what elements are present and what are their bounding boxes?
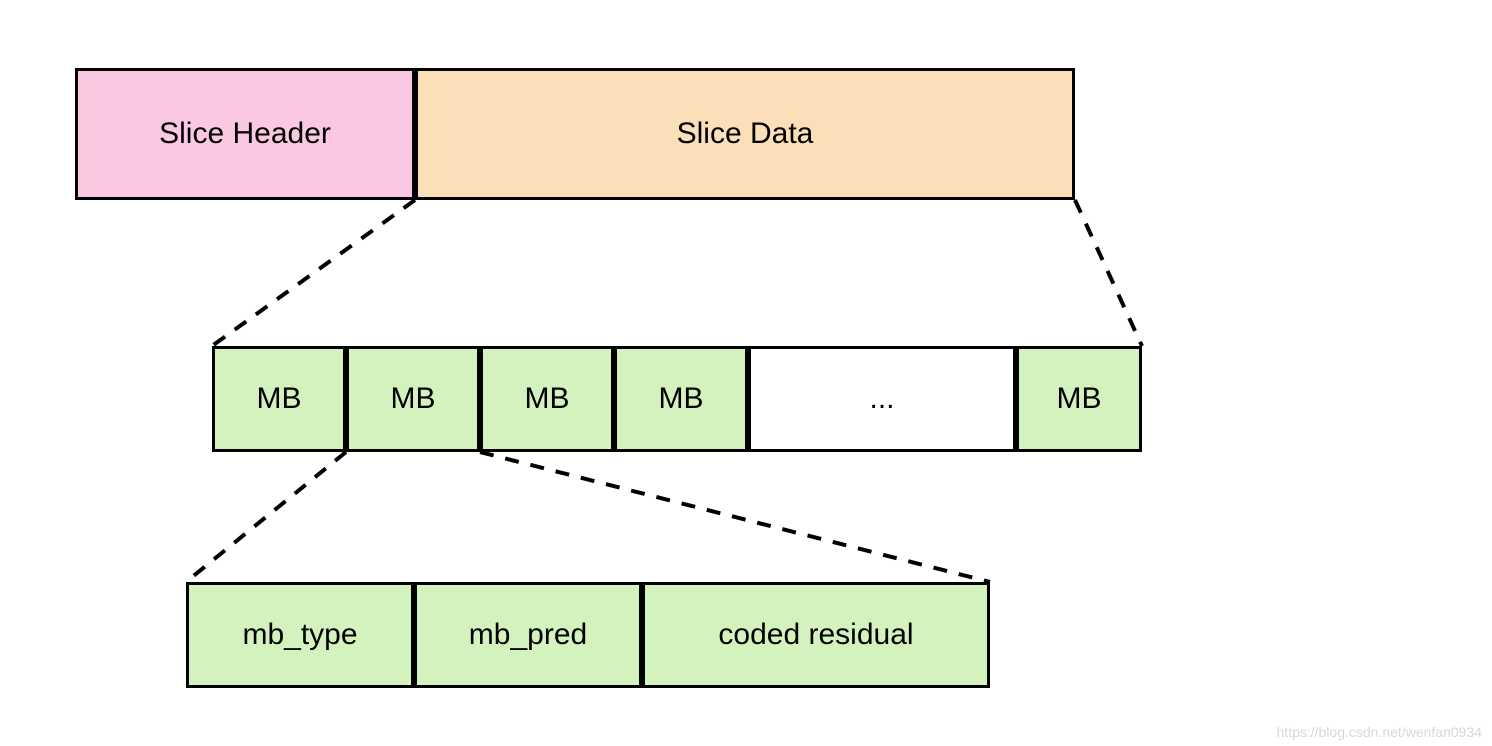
mb-box-4: MB xyxy=(614,346,748,452)
mb-label-4: MB xyxy=(659,382,704,416)
connector-line-1a xyxy=(212,200,415,346)
slice-data-label: Slice Data xyxy=(677,117,814,151)
connector-line-2a xyxy=(186,452,346,582)
mb-type-box: mb_type xyxy=(186,582,414,688)
mb-label-3: MB xyxy=(525,382,570,416)
mb-ellipsis-box: ... xyxy=(748,346,1016,452)
slice-data-box: Slice Data xyxy=(415,68,1075,200)
mb-ellipsis-label: ... xyxy=(869,382,894,416)
mb-box-2: MB xyxy=(346,346,480,452)
mb-type-label: mb_type xyxy=(242,618,357,652)
mb-box-5: MB xyxy=(1016,346,1142,452)
connector-line-2b xyxy=(480,452,990,582)
coded-residual-box: coded residual xyxy=(642,582,990,688)
mb-pred-label: mb_pred xyxy=(469,618,587,652)
mb-label-5: MB xyxy=(1057,382,1102,416)
watermark-text: https://blog.csdn.net/wenfan0934 xyxy=(1277,724,1482,740)
mb-label-1: MB xyxy=(257,382,302,416)
slice-header-box: Slice Header xyxy=(75,68,415,200)
coded-residual-label: coded residual xyxy=(718,618,913,652)
mb-label-2: MB xyxy=(391,382,436,416)
mb-pred-box: mb_pred xyxy=(414,582,642,688)
connector-line-1b xyxy=(1075,200,1142,346)
slice-header-label: Slice Header xyxy=(159,117,331,151)
mb-box-1: MB xyxy=(212,346,346,452)
mb-box-3: MB xyxy=(480,346,614,452)
